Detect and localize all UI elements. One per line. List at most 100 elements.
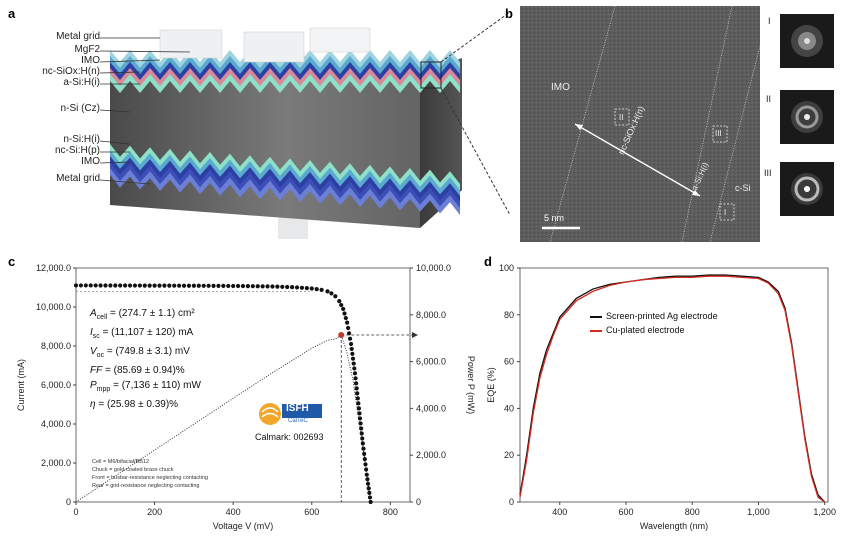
current-data-point (147, 283, 152, 288)
current-data-point (358, 421, 363, 426)
x-tick-label: 1,000 (747, 507, 770, 517)
legend-entry: Cu-plated electrode (590, 325, 685, 335)
y-tick-label: 10,000.0 (36, 302, 71, 312)
plot-frame (519, 267, 829, 503)
legend-entry: Screen-printed Ag electrode (590, 311, 718, 321)
legend-swatch (590, 315, 602, 318)
current-data-point (285, 284, 290, 290)
eqe-series-cu (519, 275, 826, 503)
x-tick-label: 600 (618, 507, 633, 517)
layer-label: IMO (81, 55, 100, 66)
cell-parameter-row: FF = (85.69 ± 0.94)% (90, 365, 185, 376)
current-data-point (152, 283, 157, 288)
measurement-notes: Cell = M6/bifacial/BB12 Chuck = gold-coa… (92, 458, 208, 490)
tem-label-csi: c-Si (735, 183, 751, 193)
note-line: Chuck = gold-coated brass chuck (92, 467, 174, 473)
y-tick-label: 0 (66, 497, 71, 507)
panel-b-label: b (505, 6, 513, 21)
current-data-point (113, 283, 118, 288)
current-data-point (280, 284, 285, 289)
legend-label: Cu-plated electrode (606, 325, 685, 335)
tem-box-label-ii: II (619, 113, 624, 122)
current-data-point (103, 283, 108, 288)
current-data-point (355, 391, 360, 396)
bottom-nc-sih-p-layer (110, 150, 460, 197)
logo-sub: CalTeC (288, 418, 308, 424)
current-data-point (352, 366, 357, 371)
mpp-arrow (412, 332, 418, 339)
x-tick-label: 1,200 (813, 507, 836, 517)
note-line: Cell = M6/bifacial/BB12 (92, 459, 150, 465)
current-data-point (206, 283, 211, 288)
current-data-point (221, 283, 226, 289)
y2-tick-label: 10,000.0 (416, 263, 451, 273)
fft-label-ii: II (766, 94, 772, 104)
y2-tick-label: 4,000.0 (416, 403, 446, 413)
zoom-region-box (420, 61, 442, 89)
current-data-point (294, 285, 300, 290)
top-imo-layer (110, 56, 460, 75)
current-data-point (362, 451, 367, 456)
y-tick-label: 80 (504, 310, 514, 320)
current-data-point (73, 283, 79, 288)
y-tick-label: 60 (504, 357, 514, 367)
fft-label-i: I (768, 16, 771, 26)
current-data-point (309, 286, 314, 291)
current-data-point (132, 283, 138, 288)
fft-pattern-i (780, 14, 834, 68)
x-tick-label: 0 (73, 507, 78, 517)
x-axis-label: Voltage V (mV) (213, 521, 274, 531)
current-data-point (216, 283, 221, 288)
current-data-point (355, 396, 360, 401)
current-data-point (350, 356, 356, 361)
current-data-point (339, 302, 344, 308)
y-tick-label: 8,000.0 (41, 341, 71, 351)
y2-tick-label: 0 (416, 497, 421, 507)
current-data-point (127, 283, 133, 288)
y-tick-label: 12,000.0 (36, 263, 71, 273)
bottom-rear-layer (110, 162, 460, 209)
y2-axis-label: Power P (mW) (466, 356, 476, 414)
bottom-layer-stack (110, 144, 460, 215)
current-data-point (360, 441, 365, 446)
current-data-point (346, 331, 352, 336)
current-data-point (299, 285, 305, 290)
layer-label: Metal grid (56, 31, 100, 42)
bottom-n-sih-layer (110, 144, 460, 191)
current-data-point (265, 284, 270, 289)
y-tick-label: 40 (504, 403, 514, 413)
leader-line (99, 140, 131, 145)
leader-line (99, 71, 141, 74)
current-data-point (347, 336, 353, 341)
top-metal-grid-finger (309, 27, 371, 53)
current-data-point (348, 341, 354, 347)
current-data-point (211, 283, 216, 288)
current-data-point (167, 283, 172, 288)
top-asi-layer (110, 68, 460, 87)
current-data-point (345, 320, 350, 325)
current-data-point (351, 361, 356, 366)
current-data-point (201, 283, 206, 288)
layer-label: n-Si (Cz) (60, 103, 100, 114)
current-data-point (354, 381, 359, 386)
tem-box-label-iii: III (715, 129, 722, 138)
current-data-point (350, 351, 355, 356)
current-data-point (240, 283, 246, 289)
current-data-point (362, 457, 367, 462)
current-data-point (319, 287, 324, 292)
isfh-logo: ISFH CalTeC (258, 400, 338, 433)
current-data-point (356, 401, 361, 406)
current-data-point (181, 283, 187, 288)
top-nc-siox-layer (110, 62, 460, 81)
current-data-point (245, 284, 251, 289)
current-data-point (157, 283, 162, 288)
leader-line (99, 109, 131, 113)
x-tick-label: 400 (226, 507, 241, 517)
current-data-point (333, 294, 338, 299)
leader-line (99, 161, 131, 164)
tem-label-imo: IMO (551, 82, 570, 93)
current-data-point (357, 411, 362, 416)
layer-label: IMO (81, 156, 100, 167)
x-tick-label: 800 (685, 507, 700, 517)
current-data-point (191, 283, 196, 288)
